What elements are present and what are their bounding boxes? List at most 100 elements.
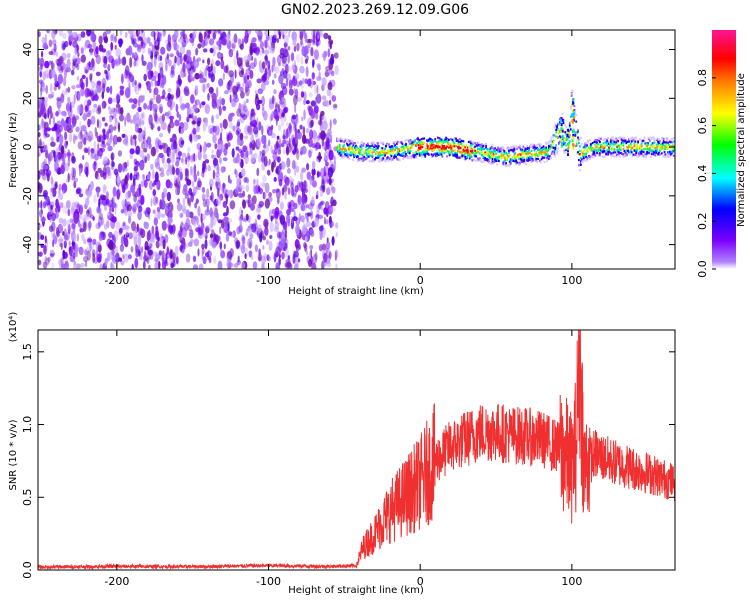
noise-speckle [202, 144, 206, 155]
noise-speckle [170, 65, 175, 76]
signal-cell [650, 149, 653, 152]
noise-speckle [334, 249, 339, 260]
noise-speckle [258, 35, 263, 42]
signal-cell [616, 153, 619, 156]
noise-speckle [45, 84, 49, 94]
noise-speckle [207, 164, 211, 172]
signal-cell [559, 116, 562, 120]
signal-cell [485, 146, 487, 149]
noise-speckle [39, 93, 43, 101]
signal-cell [655, 147, 658, 150]
noise-speckle [119, 30, 123, 36]
signal-cell [484, 157, 487, 160]
noise-speckle [321, 77, 327, 87]
noise-speckle [247, 227, 252, 236]
noise-speckle [179, 55, 183, 65]
noise-speckle [78, 193, 84, 198]
signal-cell [624, 151, 627, 154]
noise-speckle [73, 181, 77, 189]
noise-speckle [243, 105, 248, 113]
noise-speckle [280, 143, 285, 148]
noise-speckle [216, 163, 220, 175]
noise-speckle [159, 133, 163, 138]
noise-speckle [145, 207, 151, 213]
noise-speckle [163, 161, 168, 169]
noise-speckle [285, 140, 290, 146]
signal-cell [494, 147, 497, 150]
noise-speckle [323, 99, 329, 106]
noise-speckle [52, 116, 56, 126]
signal-cell [530, 153, 533, 156]
noise-speckle [92, 39, 96, 51]
noise-speckle [220, 185, 223, 191]
noise-speckle [69, 132, 72, 143]
noise-speckle [48, 51, 54, 55]
signal-cell [537, 157, 539, 160]
signal-cell [662, 145, 665, 149]
signal-cell [499, 149, 502, 152]
noise-speckle [41, 50, 44, 58]
noise-speckle [173, 42, 178, 51]
noise-speckle [291, 187, 295, 197]
noise-speckle [267, 60, 271, 71]
signal-cell [546, 158, 548, 161]
signal-cell [659, 146, 662, 149]
signal-cell [367, 146, 370, 150]
signal-cell [381, 154, 384, 157]
signal-cell [579, 162, 582, 166]
signal-cell [502, 163, 505, 166]
noise-speckle [178, 52, 182, 58]
noise-speckle [157, 209, 161, 220]
noise-speckle [142, 94, 145, 102]
signal-cell [432, 154, 435, 157]
noise-speckle [78, 131, 83, 140]
noise-speckle [293, 263, 299, 269]
noise-speckle [57, 83, 61, 90]
noise-speckle [125, 191, 131, 200]
noise-speckle [108, 129, 111, 135]
noise-speckle [219, 96, 222, 103]
noise-speckle [67, 96, 71, 104]
signal-cell [519, 156, 522, 159]
signal-cell [480, 143, 483, 146]
noise-speckle [282, 147, 286, 155]
noise-speckle [323, 216, 326, 225]
signal-cell [495, 152, 497, 155]
signal-cell [496, 156, 498, 159]
noise-speckle [179, 171, 183, 181]
noise-speckle [238, 192, 244, 198]
signal-cell [602, 142, 605, 145]
signal-cell [380, 150, 383, 153]
noise-speckle [114, 203, 118, 209]
signal-cell [350, 142, 353, 145]
signal-cell [432, 140, 435, 143]
noise-speckle [266, 62, 270, 67]
signal-cell [522, 145, 525, 148]
signal-cell [425, 152, 427, 155]
signal-cell [459, 146, 462, 150]
noise-speckle [59, 242, 63, 248]
noise-speckle [62, 231, 65, 236]
signal-cell [477, 147, 479, 150]
noise-speckle [262, 191, 266, 200]
signal-cell [589, 139, 591, 142]
noise-speckle [215, 181, 219, 190]
noise-speckle [148, 99, 153, 106]
noise-speckle [46, 30, 50, 34]
noise-speckle [294, 184, 299, 193]
y-tick-label: 20 [21, 91, 34, 105]
signal-cell [494, 150, 497, 153]
noise-speckle [202, 59, 205, 64]
noise-speckle [334, 250, 337, 261]
noise-speckle [58, 258, 62, 269]
signal-cell [519, 158, 522, 161]
noise-speckle [155, 162, 161, 170]
signal-cell [386, 149, 389, 152]
signal-cell [368, 145, 371, 148]
signal-cell [632, 148, 635, 151]
noise-speckle [157, 236, 160, 242]
signal-cell [494, 158, 497, 161]
noise-speckle [310, 210, 314, 220]
noise-speckle [151, 225, 155, 234]
noise-speckle [278, 144, 281, 151]
